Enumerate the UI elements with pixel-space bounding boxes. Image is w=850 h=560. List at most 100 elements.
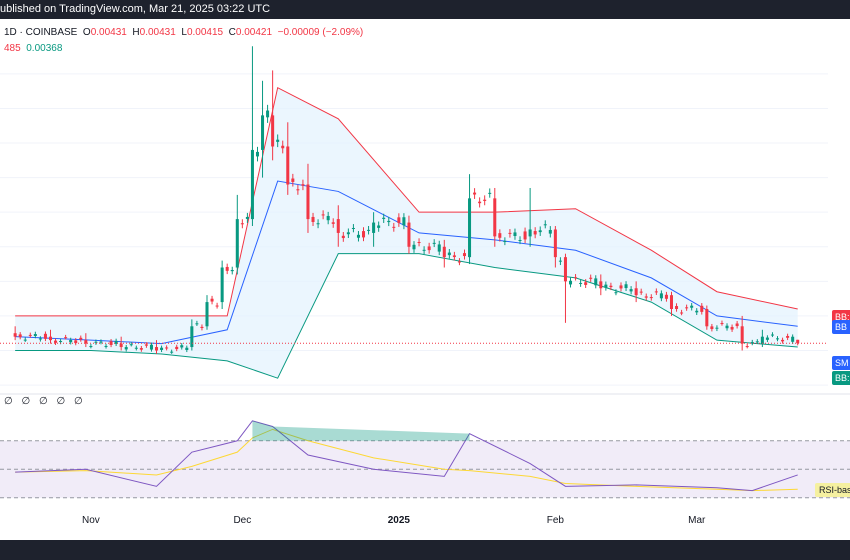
candle-body bbox=[604, 284, 608, 288]
candle bbox=[781, 337, 785, 344]
candle-body bbox=[175, 346, 179, 350]
candle-body bbox=[18, 334, 22, 338]
candle-body bbox=[200, 326, 204, 328]
candle bbox=[139, 345, 143, 352]
top-bar: ublished on TradingView.com, Mar 21, 202… bbox=[0, 0, 850, 19]
candle-body bbox=[331, 222, 335, 224]
candle bbox=[255, 146, 260, 162]
candle-body bbox=[266, 110, 270, 118]
candle bbox=[311, 212, 315, 226]
candle bbox=[23, 337, 27, 342]
candle-body bbox=[185, 347, 189, 350]
close-value: 0.00421 bbox=[235, 27, 273, 38]
candle-body bbox=[755, 341, 759, 343]
candle bbox=[397, 213, 401, 227]
candle bbox=[271, 70, 275, 161]
candle-body bbox=[427, 246, 431, 251]
candle bbox=[624, 281, 628, 292]
candle bbox=[680, 309, 684, 316]
candle bbox=[149, 342, 153, 352]
candle-body bbox=[195, 323, 199, 325]
candle bbox=[160, 345, 164, 353]
candle bbox=[462, 249, 467, 260]
candle bbox=[170, 349, 174, 354]
candle-body bbox=[154, 347, 159, 351]
candle-body bbox=[568, 280, 573, 285]
candle-body bbox=[781, 339, 785, 342]
candle-body bbox=[412, 244, 416, 250]
candle bbox=[346, 228, 350, 239]
candle-body bbox=[750, 342, 754, 344]
candle-body bbox=[28, 334, 32, 336]
candle bbox=[281, 140, 285, 154]
candle-body bbox=[346, 232, 350, 235]
candle-body bbox=[675, 306, 679, 309]
bb-upper-line bbox=[15, 86, 798, 317]
candle-body bbox=[235, 219, 239, 268]
candle-body bbox=[261, 115, 265, 150]
candle bbox=[725, 323, 729, 331]
candle-body bbox=[215, 305, 219, 307]
candle bbox=[306, 163, 310, 233]
candle bbox=[563, 253, 567, 323]
bb-band-fill bbox=[15, 87, 798, 379]
candle bbox=[165, 345, 169, 351]
candle-body bbox=[457, 261, 461, 263]
candle-body bbox=[119, 343, 123, 348]
candle bbox=[619, 282, 623, 292]
candle bbox=[33, 331, 37, 339]
rsi-overbought-fill bbox=[252, 420, 470, 441]
candle-body bbox=[513, 232, 517, 237]
candle bbox=[664, 291, 668, 302]
candle-body bbox=[205, 302, 209, 327]
candle-body bbox=[372, 222, 376, 233]
candle bbox=[553, 226, 557, 268]
candle bbox=[533, 227, 537, 239]
candle bbox=[326, 211, 330, 225]
candle-body bbox=[144, 344, 148, 346]
candle bbox=[190, 319, 194, 351]
candle bbox=[180, 343, 184, 350]
candle-body bbox=[664, 294, 668, 299]
candle-body bbox=[134, 347, 138, 349]
candle-body bbox=[710, 326, 714, 330]
candle bbox=[442, 239, 446, 268]
candle-body bbox=[447, 252, 451, 256]
candle bbox=[518, 236, 522, 245]
candle-body bbox=[498, 233, 502, 238]
candle bbox=[574, 274, 578, 281]
candle-body bbox=[165, 347, 169, 349]
candle bbox=[705, 305, 709, 330]
candle bbox=[538, 226, 542, 236]
candle-body bbox=[129, 344, 133, 346]
candle bbox=[669, 291, 674, 316]
candle-body bbox=[659, 293, 663, 299]
candle bbox=[473, 188, 477, 199]
candle bbox=[437, 240, 441, 256]
candle bbox=[765, 335, 769, 343]
candle bbox=[528, 187, 532, 247]
candle bbox=[493, 187, 497, 247]
candle bbox=[240, 219, 244, 229]
candle-body bbox=[760, 336, 764, 344]
candle-body bbox=[271, 115, 275, 147]
candle bbox=[483, 195, 487, 206]
candle-body bbox=[614, 292, 618, 294]
candle bbox=[427, 242, 431, 254]
candle-body bbox=[276, 139, 280, 142]
candle bbox=[639, 288, 643, 295]
candle-body bbox=[190, 326, 194, 348]
candle bbox=[523, 227, 527, 244]
candle bbox=[321, 210, 325, 220]
candle bbox=[690, 302, 694, 311]
candle bbox=[64, 334, 68, 340]
candle-body bbox=[367, 229, 371, 231]
candle bbox=[154, 340, 159, 354]
candle bbox=[649, 294, 653, 301]
candle-body bbox=[533, 231, 537, 235]
candle-body bbox=[634, 288, 638, 296]
candle bbox=[447, 249, 451, 259]
candle bbox=[250, 46, 254, 227]
candle-body bbox=[775, 338, 780, 340]
